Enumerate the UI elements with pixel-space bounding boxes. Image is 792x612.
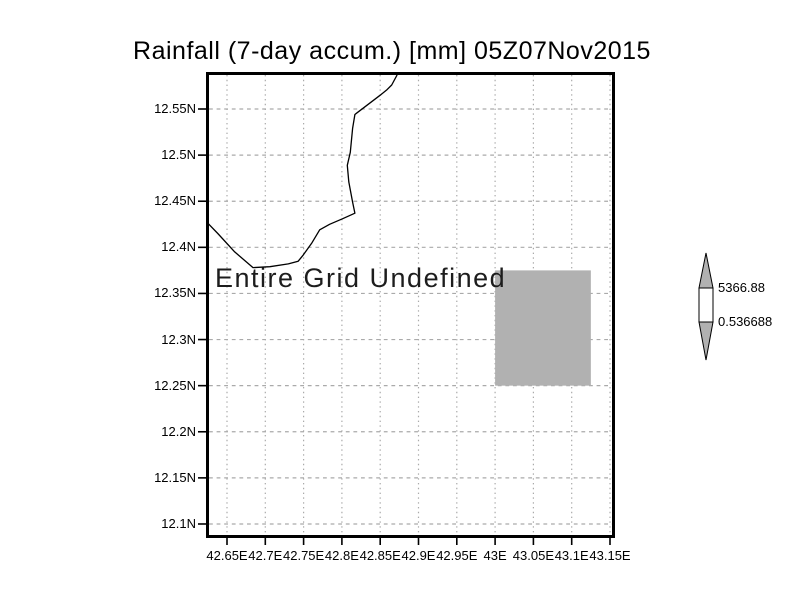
colorbar-max-label: 5366.88 [718,280,765,295]
plot-title: Rainfall (7-day accum.) [mm] 05Z07Nov201… [133,37,651,65]
y-axis-label: 12.4N [161,239,196,255]
colorbar-triangle-up [698,252,714,289]
x-axis-label: 42.75E [282,548,325,563]
x-axis-label: 42.7E [248,548,283,563]
undefined-grid-label: Entire Grid Undefined [215,263,507,293]
undefined-region-shading [495,270,591,386]
colorbar-min-label: 0.536688 [718,314,773,329]
colorbar-bar [698,287,714,323]
y-axis-label: 12.35N [154,285,196,301]
x-axis-label: 43E [483,548,507,563]
y-axis-label: 12.3N [161,331,196,347]
x-axis-label: 42.8E [324,548,359,563]
map-frame-border [206,72,615,538]
x-axis-label: 43.1E [554,548,589,563]
y-axis-label: 12.25N [154,377,196,393]
x-axis-label: 43.15E [589,548,631,563]
x-axis-label: 42.65E [206,548,248,563]
y-axis-label: 12.1N [161,515,196,531]
x-axis-label: 42.95E [436,548,478,563]
y-axis-label: 12.5N [161,147,196,163]
colorbar-triangle-down [698,321,714,361]
x-axis-label: 43.05E [512,548,554,563]
y-axis-label: 12.55N [154,101,196,116]
coastline-path [206,74,398,269]
y-axis-label: 12.2N [161,423,196,439]
x-axis-label: 42.9E [401,548,436,563]
x-axis-label: 42.85E [359,548,401,563]
y-axis-label: 12.45N [154,193,196,209]
y-axis-label: 12.15N [154,469,196,485]
